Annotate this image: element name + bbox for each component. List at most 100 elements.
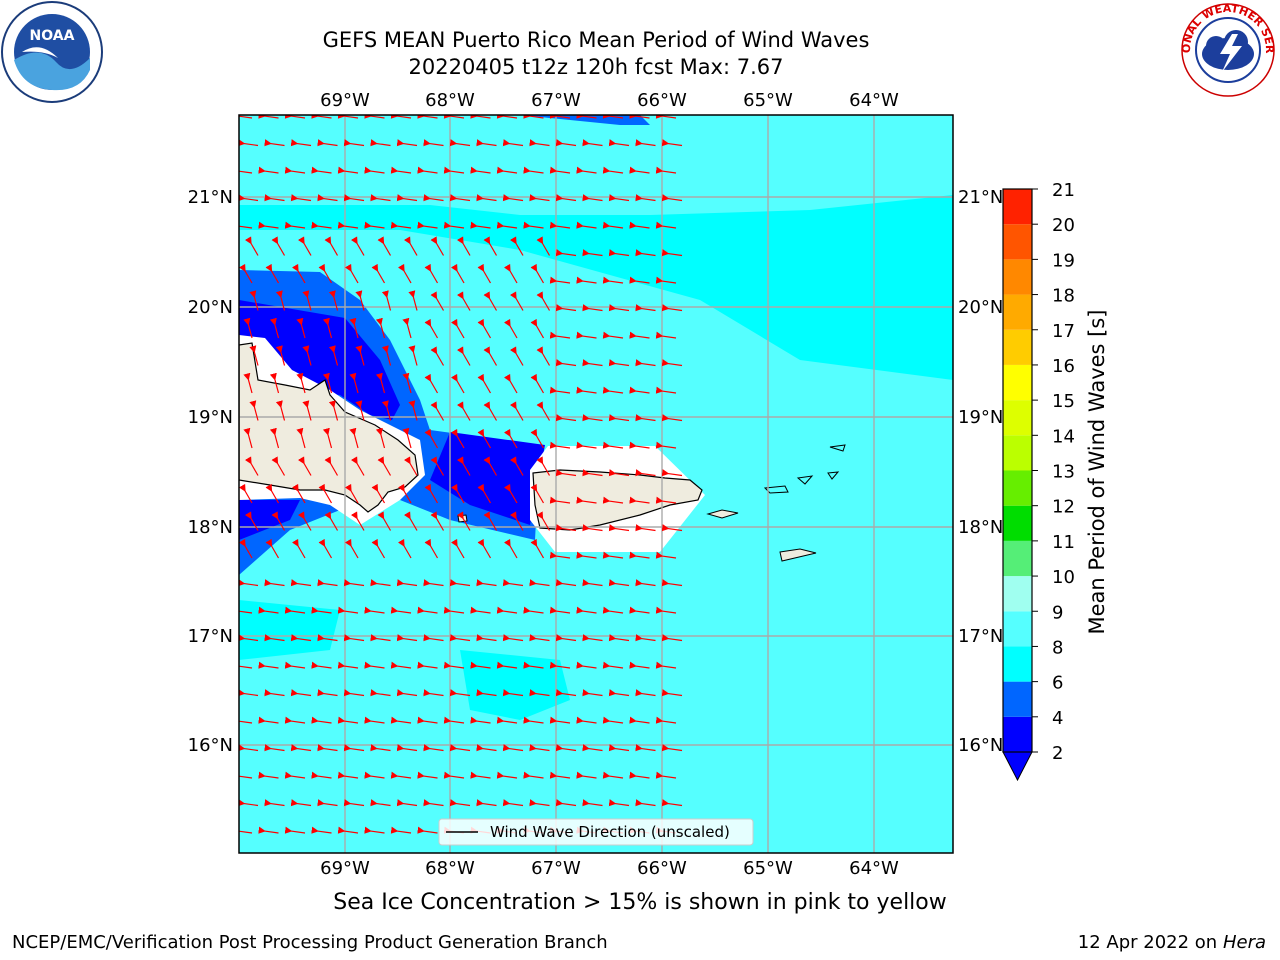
wind-arrow: [370, 634, 391, 642]
wind-arrow: [417, 115, 438, 119]
wind-arrow: [239, 826, 253, 834]
wind-arrow: [324, 236, 339, 256]
wind-arrow: [655, 496, 677, 504]
wind-arrow: [582, 689, 603, 697]
wind-arrow: [503, 318, 518, 339]
wind-arrow: [350, 236, 365, 256]
wind-arrow: [443, 661, 465, 669]
lat-label-left: 21°N: [188, 187, 233, 208]
wind-arrow: [549, 606, 571, 614]
wind-arrow: [443, 221, 465, 229]
wind-arrow: [602, 276, 624, 284]
lon-label-top: 69°W: [320, 90, 370, 111]
wind-arrow: [243, 317, 253, 339]
wind-arrow: [450, 263, 465, 284]
wind-arrow: [549, 496, 571, 504]
wind-arrow: [239, 771, 253, 779]
sombrero-island: [827, 471, 840, 480]
wind-arrow: [582, 194, 603, 202]
wind-arrow: [523, 221, 544, 229]
wind-arrow: [318, 538, 333, 559]
wind-arrow: [470, 661, 491, 669]
wind-arrow: [271, 236, 286, 256]
colorbar-bin: [1003, 435, 1032, 471]
colorbar-tick-label: 12: [1052, 497, 1075, 518]
wind-arrow: [264, 799, 285, 807]
wind-arrow: [271, 511, 286, 531]
wind-arrow: [549, 771, 571, 779]
wind-arrow: [629, 221, 650, 229]
wind-arrow: [536, 346, 551, 366]
colorbar-bin: [1003, 400, 1032, 436]
wind-arrow: [396, 194, 418, 202]
wind-arrow: [503, 263, 518, 284]
wind-arrow: [344, 263, 359, 284]
wind-arrow: [337, 221, 359, 229]
wind-arrow: [483, 291, 498, 311]
wind-arrow: [239, 634, 259, 642]
lat-label-left: 19°N: [188, 407, 233, 428]
wind-arrow: [396, 579, 418, 587]
wind-arrow: [275, 345, 286, 366]
wind-arrow: [337, 606, 359, 614]
wind-arrow: [443, 166, 465, 174]
wind-arrow: [655, 386, 677, 394]
wind-arrow: [555, 414, 577, 422]
wind-arrow: [390, 221, 412, 229]
wind-arrow: [503, 483, 518, 504]
wind-arrow: [483, 346, 498, 366]
wind-arrow: [311, 771, 332, 779]
wind-arrow: [350, 511, 365, 531]
wind-arrow: [297, 236, 312, 256]
footer-date-text: 12 Apr 2022 on: [1077, 932, 1223, 953]
wind-arrow: [629, 441, 650, 449]
wind-arrow: [317, 744, 338, 752]
wind-arrow: [483, 456, 498, 476]
wind-arrow: [635, 579, 656, 587]
colorbar-bin: [1003, 681, 1032, 717]
wind-arrow: [608, 249, 630, 257]
wind-arrow: [290, 689, 312, 697]
wind-arrow: [239, 689, 259, 697]
wind-arrow: [576, 551, 597, 559]
wind-arrow: [582, 359, 603, 367]
chart-title: GEFS MEAN Puerto Rico Mean Period of Win…: [322, 28, 870, 52]
wind-arrow: [576, 661, 597, 669]
wind-arrow: [456, 401, 471, 421]
wind-arrow: [424, 263, 439, 284]
wind-arrow: [608, 524, 630, 532]
wind-arrow: [549, 716, 571, 724]
wind-arrow: [608, 634, 630, 642]
wind-arrow: [377, 456, 392, 476]
wind-arrow: [523, 716, 544, 724]
wind-arrow: [371, 538, 386, 559]
wind-arrow: [629, 115, 650, 119]
wind-arrow: [258, 221, 279, 229]
wind-arrow: [477, 483, 492, 504]
mona-island: [457, 514, 468, 523]
wind-arrow: [430, 236, 445, 256]
wind-arrow: [655, 115, 677, 119]
wind-arrow: [423, 799, 444, 807]
wind-arrow: [523, 661, 544, 669]
wind-arrow: [608, 139, 630, 147]
wind-arrow: [602, 331, 624, 339]
wind-arrow: [284, 661, 306, 669]
wind-arrow: [635, 634, 656, 642]
wind-arrow: [318, 263, 333, 284]
wind-arrow: [509, 236, 524, 256]
wind-arrow: [396, 634, 418, 642]
colorbar-tick-label: 15: [1052, 391, 1075, 412]
wind-arrow: [549, 331, 571, 339]
wind-arrow: [417, 661, 438, 669]
lat-label-left: 17°N: [188, 626, 233, 647]
wind-arrow: [629, 386, 650, 394]
wind-arrow: [635, 469, 656, 477]
wind-arrow: [377, 236, 392, 256]
wind-arrow: [629, 551, 650, 559]
wind-arrow: [264, 634, 285, 642]
wind-arrow: [530, 373, 545, 394]
wind-arrow: [343, 689, 365, 697]
lon-label-top: 66°W: [637, 90, 687, 111]
